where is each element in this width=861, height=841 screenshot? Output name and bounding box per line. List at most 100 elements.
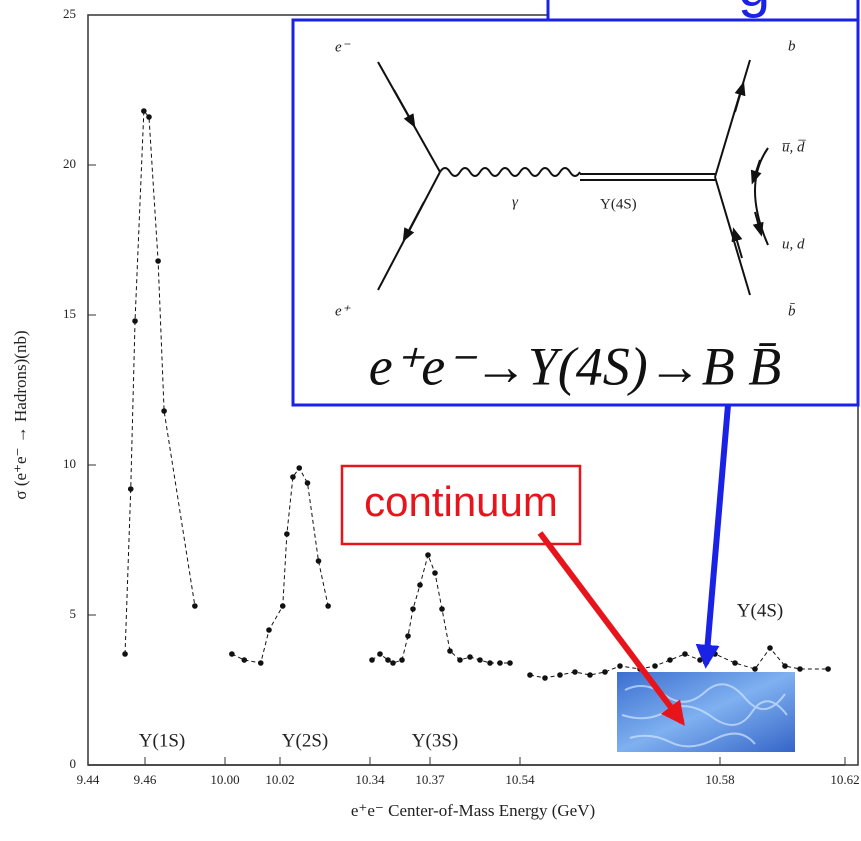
data-point <box>122 651 128 657</box>
diagram-label: e⁺ <box>335 303 351 319</box>
data-point <box>825 666 831 672</box>
data-point <box>477 657 483 663</box>
arrow <box>731 227 743 259</box>
arrow <box>393 89 416 129</box>
data-point <box>325 603 331 609</box>
data-point <box>377 651 383 657</box>
data-point <box>782 663 788 669</box>
data-point <box>667 657 673 663</box>
data-point <box>572 669 578 675</box>
feynman-diagram <box>377 59 769 296</box>
data-point <box>161 408 167 414</box>
data-point <box>712 651 718 657</box>
diagram-label: e⁻ <box>335 39 351 55</box>
arrow <box>734 81 746 113</box>
peak-label: Υ(2S) <box>282 730 328 751</box>
data-point <box>241 657 248 663</box>
data-point <box>257 660 264 666</box>
data-point <box>284 531 290 537</box>
tag-text: g <box>738 0 770 19</box>
x-axis-title: e⁺e⁻ Center-of-Mass Energy (GeV) <box>351 801 595 820</box>
data-point <box>447 648 453 654</box>
data-point <box>527 672 533 678</box>
data-point <box>425 552 431 558</box>
photon-line <box>439 167 581 177</box>
data-point <box>146 114 152 120</box>
data-point <box>587 672 593 678</box>
data-point <box>155 258 161 264</box>
peak-label: Υ(1S) <box>139 730 185 751</box>
equation: e⁺e⁻→Υ(4S)→B B̄ <box>369 336 781 396</box>
x-tick-label: 10.00 <box>210 772 239 787</box>
y-axis-title: σ (e⁺e⁻ → Hadrons)(nb) <box>11 330 30 499</box>
diagram-label: Υ(4S) <box>600 196 637 212</box>
x-tick-label: 10.58 <box>705 772 734 787</box>
overlay: g e⁻ e⁺ γ Υ(4S) b u̅, d̅ u, d b̄ e⁺e⁻→Υ(… <box>291 0 860 752</box>
y-tick-label: 0 <box>70 756 77 771</box>
data-point <box>617 663 623 669</box>
arrow <box>752 211 764 237</box>
y-tick-label: 20 <box>63 156 76 171</box>
data-point <box>487 660 493 666</box>
diagram-label: u̅, d̅ <box>782 139 807 155</box>
data-point <box>542 675 548 681</box>
diagram-label: b̄ <box>788 303 796 319</box>
arrow <box>750 159 762 185</box>
peak-label: Υ(3S) <box>412 730 458 751</box>
diagram-label: u, d <box>782 236 805 252</box>
x-tick-label: 10.62 <box>830 772 859 787</box>
diagram-box <box>291 18 860 407</box>
data-point <box>132 318 138 324</box>
y-tick-label: 5 <box>70 606 77 621</box>
data-point <box>399 657 405 663</box>
data-point <box>602 669 608 675</box>
x-tick-label: 9.46 <box>134 772 157 787</box>
peak-label: Υ(4S) <box>737 600 783 621</box>
diagram-label: γ <box>512 194 519 210</box>
data-point <box>697 657 703 663</box>
data-point <box>432 570 438 576</box>
y-tick-label: 10 <box>63 456 76 471</box>
data-point <box>192 603 198 609</box>
fit-line <box>124 109 196 655</box>
data-point <box>229 651 235 657</box>
data-point <box>752 666 758 672</box>
data-point <box>266 627 272 633</box>
b-line <box>714 59 751 178</box>
data-point <box>797 666 803 672</box>
data-point <box>732 660 738 666</box>
x-tick-label: 10.54 <box>505 772 535 787</box>
data-point <box>390 660 396 666</box>
data-point <box>439 606 445 612</box>
data-point <box>304 480 311 486</box>
data-point <box>457 657 463 663</box>
diagram-label: b <box>788 38 796 54</box>
data-point <box>417 582 423 588</box>
data-point <box>507 660 513 666</box>
continuum-arrow <box>537 531 685 726</box>
data-point <box>369 657 375 663</box>
x-tick-label: 9.44 <box>77 772 100 787</box>
data-point <box>682 651 688 657</box>
data-point <box>315 558 322 564</box>
data-point <box>467 654 473 660</box>
x-tick-label: 10.34 <box>355 772 385 787</box>
diagram-arrow <box>695 404 731 669</box>
data-point <box>767 645 773 651</box>
data-point <box>127 486 134 492</box>
data-point <box>296 465 303 471</box>
arrow <box>402 201 425 243</box>
y-tick-label: 25 <box>63 6 76 21</box>
fit-line <box>231 467 329 664</box>
data-point <box>141 108 147 114</box>
data-point <box>290 474 296 480</box>
x-tick-label: 10.02 <box>265 772 294 787</box>
data-point <box>497 660 503 666</box>
y-tick-label: 15 <box>63 306 76 321</box>
data-point <box>410 606 416 612</box>
continuum-box <box>340 464 582 546</box>
data-point <box>385 657 391 663</box>
data-point <box>557 672 563 678</box>
